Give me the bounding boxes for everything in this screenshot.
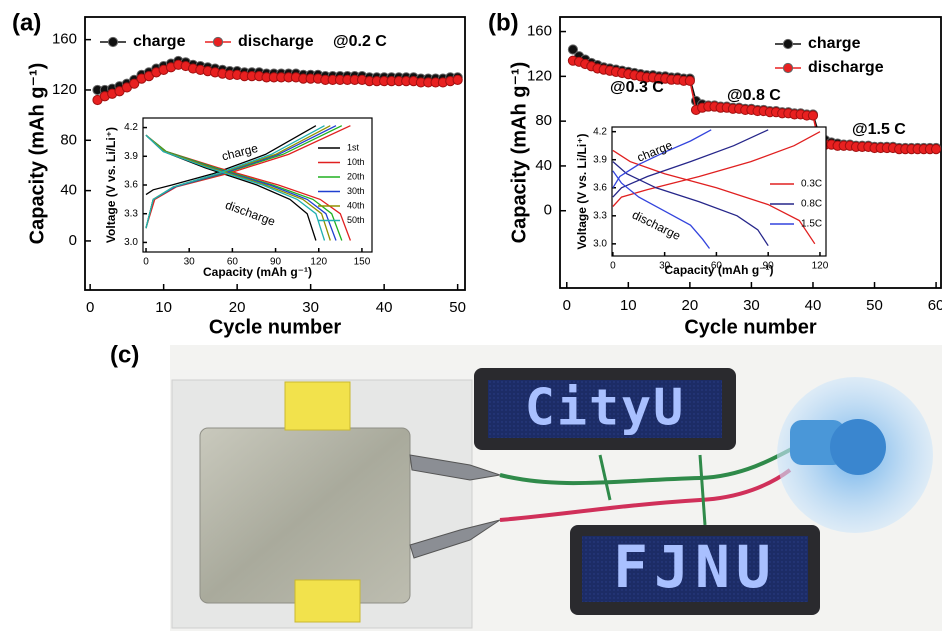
y-axis-label: Voltage (V vs. Li/Li⁺) bbox=[104, 127, 118, 243]
y-tick-label: 120 bbox=[527, 67, 552, 84]
legend-label: 1.5C bbox=[801, 219, 822, 230]
x-tick-label: 50 bbox=[449, 299, 466, 316]
legend-label: 30th bbox=[347, 186, 365, 196]
annotation: @0.8 C bbox=[727, 87, 781, 104]
x-tick-label: 20 bbox=[229, 299, 246, 316]
x-tick-label: 40 bbox=[805, 297, 822, 314]
y-tick-label: 40 bbox=[535, 157, 552, 174]
figure: CityU FJNU (c) 0 10 20 30 40 50 0 40 80 120 160 Cyc… bbox=[0, 0, 942, 631]
photo: CityU FJNU (c) bbox=[110, 341, 942, 631]
y-tick-label: 0 bbox=[69, 232, 77, 249]
x-tick-label: 0 bbox=[610, 261, 616, 272]
y-tick-label: 3.6 bbox=[124, 180, 138, 191]
x-tick-label: 30 bbox=[302, 299, 319, 316]
y-tick-label: 3.9 bbox=[593, 154, 607, 165]
legend-label: 0.8C bbox=[801, 199, 822, 210]
y-axis-label: Voltage (V vs. Li/Li⁺) bbox=[575, 133, 589, 249]
y-tick-label: 160 bbox=[527, 23, 552, 40]
x-tick-label: 0 bbox=[86, 299, 94, 316]
y-tick-label: 120 bbox=[52, 81, 77, 98]
legend-label: 0.3C bbox=[801, 179, 822, 190]
y-tick-label: 0 bbox=[544, 202, 552, 219]
panel-label: (a) bbox=[12, 9, 41, 36]
data-point bbox=[685, 76, 694, 85]
legend-label: discharge bbox=[238, 33, 314, 50]
x-tick-label: 30 bbox=[743, 297, 760, 314]
y-tick-label: 80 bbox=[60, 131, 77, 148]
legend-label: charge bbox=[808, 35, 861, 52]
x-tick-label: 0 bbox=[563, 297, 571, 314]
x-tick-label: 60 bbox=[928, 297, 942, 314]
legend-label: charge bbox=[133, 33, 186, 50]
data-point bbox=[453, 75, 462, 84]
y-tick-label: 80 bbox=[535, 112, 552, 129]
annotation: @0.3 C bbox=[610, 79, 664, 96]
data-point bbox=[931, 145, 940, 154]
legend-marker bbox=[783, 63, 792, 72]
x-axis-label: Cycle number bbox=[209, 316, 341, 338]
y-tick-label: 4.2 bbox=[124, 122, 138, 133]
x-axis-label: Capacity (mAh g⁻¹) bbox=[203, 265, 312, 279]
y-tick-label: 3.6 bbox=[593, 182, 607, 193]
y-axis-label: Capacity (mAh g⁻¹) bbox=[26, 63, 48, 245]
led-text: FJNU bbox=[613, 533, 777, 601]
legend-marker bbox=[783, 39, 792, 48]
x-tick-label: 0 bbox=[143, 257, 149, 268]
annotation: @1.5 C bbox=[852, 121, 906, 138]
tape bbox=[295, 580, 360, 622]
y-tick-label: 4.2 bbox=[593, 126, 607, 137]
x-tick-label: 30 bbox=[184, 257, 196, 268]
y-tick-label: 3.0 bbox=[593, 238, 607, 249]
y-tick-label: 3.3 bbox=[593, 210, 607, 221]
x-tick-label: 10 bbox=[155, 299, 172, 316]
x-tick-label: 20 bbox=[682, 297, 699, 314]
x-tick-label: 50 bbox=[866, 297, 883, 314]
legend-label: 10th bbox=[347, 157, 365, 167]
x-tick-label: 40 bbox=[376, 299, 393, 316]
panel-label: (b) bbox=[488, 9, 519, 36]
legend-marker bbox=[108, 37, 117, 46]
tape bbox=[285, 382, 350, 430]
fan-hub bbox=[830, 419, 886, 475]
x-axis-label: Cycle number bbox=[684, 316, 816, 338]
legend-label: 1st bbox=[347, 142, 360, 152]
legend-label: 50th bbox=[347, 215, 365, 225]
y-tick-label: 3.0 bbox=[124, 237, 138, 248]
y-tick-label: 3.9 bbox=[124, 151, 138, 162]
y-tick-label: 160 bbox=[52, 31, 77, 48]
legend-marker bbox=[213, 37, 222, 46]
y-tick-label: 3.3 bbox=[124, 208, 138, 219]
data-point bbox=[808, 111, 817, 120]
legend-label: discharge bbox=[808, 59, 884, 76]
x-tick-label: 120 bbox=[812, 261, 829, 272]
pouch-cell bbox=[200, 428, 410, 603]
annotation: @0.2 C bbox=[333, 33, 387, 50]
x-tick-label: 120 bbox=[310, 257, 327, 268]
legend-label: 20th bbox=[347, 171, 365, 181]
y-tick-label: 40 bbox=[60, 182, 77, 199]
x-axis-label: Capacity (mAh g⁻¹) bbox=[664, 263, 773, 277]
legend-label: 40th bbox=[347, 200, 365, 210]
led-text: CityU bbox=[525, 379, 686, 437]
x-tick-label: 10 bbox=[620, 297, 637, 314]
panel-label: (c) bbox=[110, 341, 139, 368]
y-axis-label: Capacity (mAh g⁻¹) bbox=[508, 62, 530, 244]
x-tick-label: 150 bbox=[354, 257, 371, 268]
